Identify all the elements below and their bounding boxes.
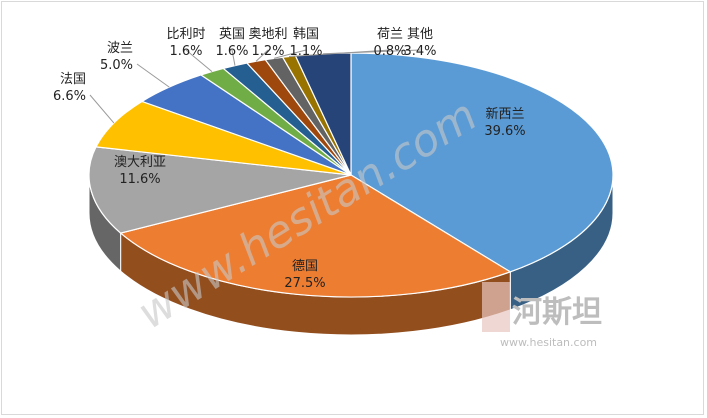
slice-label-value: 27.5% (284, 276, 325, 291)
slice-label-value: 0.8% (373, 44, 406, 59)
watermark-logo-url: www.hesitan.com (500, 336, 597, 349)
slice-label-value: 1.1% (289, 44, 322, 59)
slice-label-value: 39.6% (484, 124, 525, 139)
slice-label-category: 新西兰 (485, 106, 524, 122)
slice-label-category: 比利时 (166, 27, 205, 42)
leader-line-英国 (231, 49, 236, 66)
pie-slice-澳大利亚 (88, 146, 352, 234)
slice-label-category: 韩国 (293, 27, 319, 42)
slice-label-category: 法国 (60, 72, 86, 87)
slice-label-category: 奥地利 (248, 27, 287, 42)
pie-slice-德国 (119, 174, 512, 298)
slice-labels: 新西兰 39.6% 德国 27.5% 澳大利亚 11.6% 法国 6.6% 波兰 5.0% 比利时 1… (53, 27, 526, 291)
slice-label-category: 德国 (292, 259, 318, 274)
slice-label-value: 6.6% (53, 89, 86, 104)
slice-label-category: 其他 (407, 27, 433, 42)
pie-top-layer (88, 52, 614, 298)
leader-line-韩国 (273, 49, 307, 59)
leader-line-法国 (89, 94, 115, 124)
pie-slice-新西兰 (350, 52, 614, 273)
slice-label-value: 1.2% (251, 44, 284, 59)
slice-label-category: 荷兰 (377, 27, 403, 42)
watermark-logo-text: 河斯坦 (512, 295, 602, 330)
slice-label-value: 5.0% (100, 58, 133, 73)
slice-label-category: 英国 (219, 27, 245, 42)
slice-label-value: 1.6% (215, 44, 248, 59)
slice-label-category: 澳大利亚 (114, 154, 166, 170)
leader-line-比利时 (185, 49, 213, 72)
leader-line-波兰 (136, 63, 170, 88)
leader-line-奥地利 (255, 49, 269, 62)
slice-label-value: 1.6% (169, 44, 202, 59)
watermark-logo: 河斯坦 www.hesitan.com (482, 282, 602, 349)
pie-slice-法国 (95, 100, 352, 176)
leader-line-其他 (323, 49, 421, 55)
slice-label-value: 3.4% (403, 44, 436, 59)
slice-label-value: 11.6% (119, 172, 160, 187)
leader-lines (89, 49, 421, 124)
slice-label-category: 波兰 (107, 41, 133, 56)
